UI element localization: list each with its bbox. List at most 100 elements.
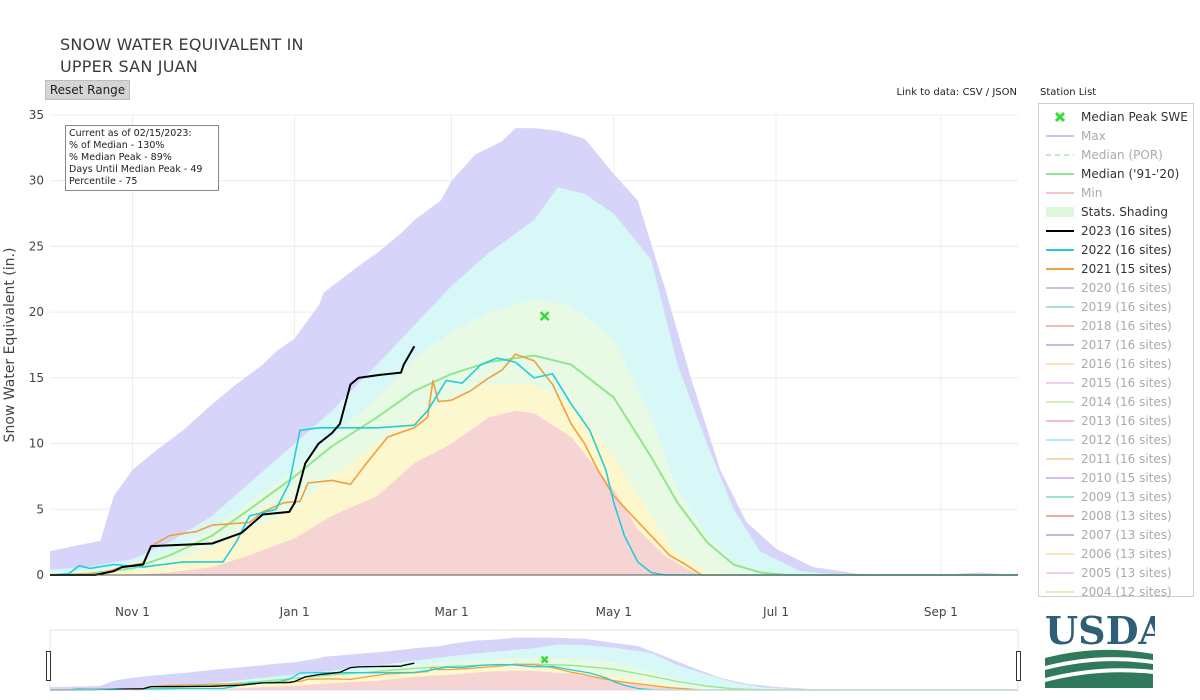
legend-item[interactable]: 2020 (16 sites) — [1039, 279, 1193, 298]
legend-item[interactable]: 2016 (16 sites) — [1039, 355, 1193, 374]
legend-item[interactable]: Min — [1039, 184, 1193, 203]
x-tick-label: Jan 1 — [279, 605, 310, 619]
legend-swatch-icon — [1046, 154, 1074, 156]
legend-item[interactable]: 2023 (16 sites) — [1039, 222, 1193, 241]
legend-item[interactable]: Median ('91-'20) — [1039, 165, 1193, 184]
legend-swatch-icon — [1046, 287, 1074, 289]
info-line-current: Current as of 02/15/2023: — [69, 128, 192, 139]
legend-swatch-icon — [1046, 382, 1074, 384]
station-list-link[interactable]: Station List — [1040, 87, 1097, 98]
legend-item[interactable]: 2021 (15 sites) — [1039, 260, 1193, 279]
y-tick-label: 25 — [29, 239, 44, 253]
y-tick-label: 15 — [29, 371, 44, 385]
usda-field-stripe — [1045, 672, 1153, 688]
x-tick-label: Jul 1 — [762, 605, 789, 619]
chart-title-line1: SNOW WATER EQUIVALENT IN — [60, 35, 304, 54]
legend-item-label: 2022 (16 sites) — [1081, 243, 1172, 257]
legend-item[interactable]: 2018 (16 sites) — [1039, 317, 1193, 336]
legend-item[interactable]: 2009 (13 sites) — [1039, 488, 1193, 507]
legend-swatch-icon — [1046, 591, 1074, 593]
series-line — [49, 354, 1018, 576]
legend-item-label: Median Peak SWE — [1081, 110, 1188, 124]
legend-swatch-icon — [1046, 572, 1074, 574]
legend-item[interactable]: 2006 (13 sites) — [1039, 545, 1193, 564]
legend-swatch-icon — [1046, 534, 1074, 536]
legend-swatch-icon — [1046, 401, 1074, 403]
legend-item-label: Stats. Shading — [1081, 205, 1169, 219]
legend-item-label: 2007 (13 sites) — [1081, 528, 1172, 542]
legend-item[interactable]: 2005 (13 sites) — [1039, 564, 1193, 583]
legend-item-label: Median ('91-'20) — [1081, 167, 1180, 181]
legend-item-label: 2004 (12 sites) — [1081, 585, 1172, 599]
legend-swatch-icon — [1046, 325, 1074, 327]
y-tick-label: 35 — [29, 108, 44, 122]
legend-item[interactable]: 2022 (16 sites) — [1039, 241, 1193, 260]
legend-item-label: Median (POR) — [1081, 148, 1163, 162]
legend-swatch-icon — [1046, 420, 1074, 422]
legend-swatch-icon — [1046, 192, 1074, 194]
legend-item[interactable]: 2010 (15 sites) — [1039, 469, 1193, 488]
legend-item-label: 2012 (16 sites) — [1081, 433, 1172, 447]
legend-item-label: 2009 (13 sites) — [1081, 490, 1172, 504]
y-tick-label: 30 — [29, 174, 44, 188]
legend-swatch-icon — [1054, 111, 1066, 123]
usda-field-stripe — [1045, 649, 1153, 666]
data-link[interactable]: Link to data: CSV / JSON — [896, 87, 1018, 98]
legend-swatch-icon — [1046, 173, 1074, 175]
x-tick-label: Mar 1 — [435, 605, 469, 619]
legend-item-label: Min — [1081, 186, 1103, 200]
x-tick-label: Sep 1 — [924, 605, 958, 619]
legend-item[interactable]: 2019 (16 sites) — [1039, 298, 1193, 317]
y-tick-label: 0 — [36, 568, 44, 582]
range-slider-left-handle[interactable] — [46, 651, 51, 681]
series-line — [50, 345, 416, 576]
legend-item-label: Max — [1081, 129, 1106, 143]
mini-band-10th — [50, 670, 1018, 690]
legend-item-label: 2015 (16 sites) — [1081, 376, 1172, 390]
legend-item[interactable]: Max — [1039, 127, 1193, 146]
range-slider-right-handle[interactable] — [1016, 651, 1021, 681]
y-tick-label: 5 — [36, 502, 44, 516]
usda-logo: USDA — [1043, 608, 1169, 690]
legend: Median Peak SWE Max Median (POR) Median ('9… — [1038, 103, 1194, 599]
legend-item[interactable]: Median (POR) — [1039, 146, 1193, 165]
legend-item-label: 2019 (16 sites) — [1081, 300, 1172, 314]
legend-item-label: 2016 (16 sites) — [1081, 357, 1172, 371]
legend-swatch-icon — [1046, 306, 1074, 308]
legend-item-label: 2023 (16 sites) — [1081, 224, 1172, 238]
legend-swatch-icon — [1046, 363, 1074, 365]
y-tick-label: 10 — [29, 437, 44, 451]
legend-item[interactable]: 2012 (16 sites) — [1039, 431, 1193, 450]
current-conditions-box: Current as of 02/15/2023: % of Median - … — [65, 125, 219, 191]
reset-range-button[interactable]: Reset Range — [45, 80, 130, 100]
legend-swatch-icon — [1046, 268, 1074, 270]
legend-swatch-icon — [1046, 207, 1074, 217]
legend-item[interactable]: 2004 (12 sites) — [1039, 583, 1193, 602]
legend-item[interactable]: Stats. Shading — [1039, 203, 1193, 222]
legend-item[interactable]: 2007 (13 sites) — [1039, 526, 1193, 545]
legend-item[interactable]: 2015 (16 sites) — [1039, 374, 1193, 393]
usda-field-stripe — [1045, 661, 1153, 678]
legend-item[interactable]: 2013 (16 sites) — [1039, 412, 1193, 431]
legend-item-label: 2010 (15 sites) — [1081, 471, 1172, 485]
x-tick-label: May 1 — [596, 605, 632, 619]
legend-swatch-icon — [1046, 477, 1074, 479]
legend-item-label: 2008 (13 sites) — [1081, 509, 1172, 523]
series-line — [49, 357, 1018, 576]
y-tick-label: 20 — [29, 305, 44, 319]
legend-item[interactable]: Median Peak SWE — [1039, 108, 1193, 127]
legend-swatch-icon — [1046, 553, 1074, 555]
legend-item-label: 2018 (16 sites) — [1081, 319, 1172, 333]
legend-item[interactable]: 2014 (16 sites) — [1039, 393, 1193, 412]
legend-item[interactable]: 2008 (13 sites) — [1039, 507, 1193, 526]
legend-swatch-icon — [1046, 249, 1074, 251]
mini-median-peak-marker — [540, 655, 549, 664]
band-10th — [50, 410, 1018, 575]
legend-item[interactable]: 2017 (16 sites) — [1039, 336, 1193, 355]
info-line-percentile: Percentile - 75 — [69, 176, 138, 187]
info-line-days-until-peak: Days Until Median Peak - 49 — [69, 164, 203, 175]
legend-item-label: 2017 (16 sites) — [1081, 338, 1172, 352]
legend-item[interactable]: 2011 (16 sites) — [1039, 450, 1193, 469]
legend-item-label: 2005 (13 sites) — [1081, 566, 1172, 580]
